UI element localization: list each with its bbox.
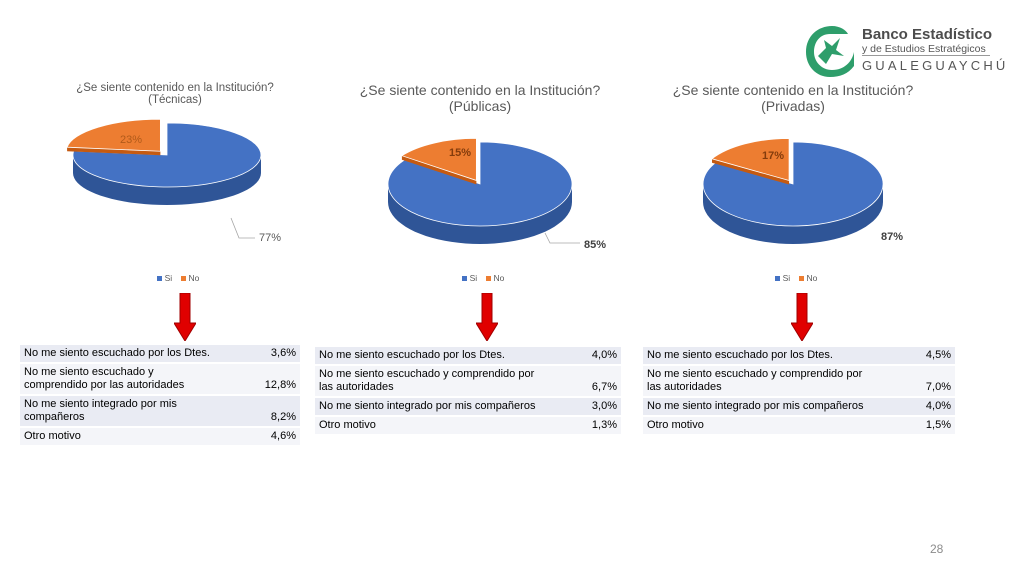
down-arrow-icon — [174, 293, 196, 341]
table-row: No me siento integrado por mis compañero… — [643, 397, 955, 417]
row-label: No me siento escuchado por los Dtes. — [643, 347, 877, 366]
pie-side-si — [703, 184, 883, 244]
pie-slice-no — [711, 138, 790, 182]
logo-subtitle: y de Estudios Estratégicos — [862, 43, 986, 55]
row-label: No me siento escuchado y comprendido por… — [20, 363, 222, 396]
legend-label-si: Si — [782, 273, 791, 283]
down-arrow-icon — [476, 293, 498, 341]
pie-svg: 87% 17% — [702, 138, 903, 244]
pie-slice-no — [400, 137, 477, 181]
down-arrow-icon — [791, 293, 813, 341]
pie-slice-si — [702, 141, 884, 227]
pie-slice-si — [387, 141, 573, 227]
legend-swatch-no — [180, 275, 186, 281]
chart-title: ¿Se siente contenido en la Institución? — [672, 82, 914, 98]
table-row: No me siento integrado por mis compañero… — [20, 395, 300, 428]
legend-swatch-si — [774, 275, 780, 281]
chart-legend: Si No — [653, 273, 933, 283]
pie-side-no — [401, 155, 477, 185]
table-row: No me siento escuchado por los Dtes. 4,0% — [315, 347, 621, 366]
row-label: Otro motivo — [643, 416, 877, 436]
pie-side-no — [712, 158, 790, 185]
row-value: 6,7% — [543, 365, 621, 398]
data-label-si: 77% — [259, 232, 281, 244]
data-label-no: 17% — [762, 150, 784, 162]
row-value: 4,6% — [222, 427, 300, 447]
table-row: No me siento escuchado y comprendido por… — [643, 365, 955, 398]
chart-title: ¿Se siente contenido en la Institución? — [359, 82, 601, 98]
table-row: Otro motivo 1,3% — [315, 416, 621, 436]
row-label: Otro motivo — [20, 427, 222, 447]
chart-title: ¿Se siente contenido en la Institución? — [76, 82, 274, 94]
row-label: No me siento escuchado por los Dtes. — [20, 345, 222, 364]
chart-legend: Si No — [35, 273, 315, 283]
data-label-no: 23% — [120, 134, 142, 146]
row-value: 12,8% — [222, 363, 300, 396]
pie-chart-privadas: ¿Se siente contenido en la Institución? … — [653, 78, 933, 288]
row-value: 1,3% — [543, 416, 621, 436]
table-row: Otro motivo 4,6% — [20, 427, 300, 447]
pie-chart-tecnicas: ¿Se siente contenido en la Institución? … — [35, 78, 315, 288]
row-value: 8,2% — [222, 395, 300, 428]
legend-swatch-no — [798, 275, 804, 281]
row-label: No me siento integrado por mis compañero… — [20, 395, 222, 428]
logo-mark-icon — [806, 26, 854, 77]
table-row: Otro motivo 1,5% — [643, 416, 955, 436]
table-row: No me siento integrado por mis compañero… — [315, 397, 621, 417]
row-label: No me siento escuchado y comprendido por… — [643, 365, 877, 398]
pie-svg: 85% 15% — [387, 137, 606, 251]
row-value: 4,0% — [877, 397, 955, 417]
pie-side-si — [73, 155, 261, 205]
legend-label-si: Si — [469, 273, 478, 283]
legend-label-no: No — [188, 273, 200, 283]
reasons-table-tecnicas: No me siento escuchado por los Dtes. 3,6%… — [20, 345, 300, 447]
pie-chart-publicas: ¿Se siente contenido en la Institución? … — [340, 78, 620, 288]
row-value: 1,5% — [877, 416, 955, 436]
chart-legend: Si No — [340, 273, 620, 283]
row-value: 3,6% — [222, 345, 300, 364]
page-number: 28 — [930, 542, 944, 556]
pie-svg: 77% 23% — [66, 118, 281, 244]
table-row: No me siento escuchado y comprendido por… — [20, 363, 300, 396]
row-label: Otro motivo — [315, 416, 543, 436]
row-label: No me siento escuchado y comprendido por… — [315, 365, 543, 398]
pie-slice-si — [72, 122, 262, 188]
data-label-si: 87% — [881, 231, 903, 243]
row-value: 4,0% — [543, 347, 621, 366]
chart-subtitle: (Públicas) — [448, 98, 512, 114]
legend-swatch-si — [156, 275, 162, 281]
logo: Banco Estadístico y de Estudios Estratég… — [800, 22, 1005, 78]
legend-label-no: No — [806, 273, 818, 283]
legend-label-si: Si — [164, 273, 173, 283]
reasons-table-publicas: No me siento escuchado por los Dtes. 4,0%… — [315, 347, 621, 436]
leader-line — [544, 232, 580, 244]
legend-label-no: No — [493, 273, 505, 283]
chart-subtitle: (Privadas) — [761, 98, 825, 114]
row-label: No me siento escuchado por los Dtes. — [315, 347, 543, 366]
table-row: No me siento escuchado por los Dtes. 3,6% — [20, 345, 300, 364]
table-row: No me siento escuchado y comprendido por… — [315, 365, 621, 398]
reasons-table-privadas: No me siento escuchado por los Dtes. 4,5%… — [643, 347, 955, 436]
logo-divider — [862, 55, 990, 56]
legend-swatch-no — [485, 275, 491, 281]
pie-side-si — [388, 184, 572, 244]
pie-slice-no — [66, 118, 161, 152]
table-row: No me siento escuchado por los Dtes. 4,5% — [643, 347, 955, 366]
row-value: 3,0% — [543, 397, 621, 417]
pie-side-no — [67, 147, 161, 156]
row-label: No me siento integrado por mis compañero… — [315, 397, 543, 417]
chart-subtitle: (Técnicas) — [148, 94, 202, 106]
logo-city: GUALEGUAYCHÚ — [862, 58, 1009, 73]
leader-line — [230, 217, 255, 239]
row-label: No me siento integrado por mis compañero… — [643, 397, 877, 417]
logo-title: Banco Estadístico — [862, 26, 993, 43]
row-value: 4,5% — [877, 347, 955, 366]
data-label-no: 15% — [449, 147, 471, 159]
legend-swatch-si — [461, 275, 467, 281]
data-label-si: 85% — [584, 239, 606, 251]
row-value: 7,0% — [877, 365, 955, 398]
